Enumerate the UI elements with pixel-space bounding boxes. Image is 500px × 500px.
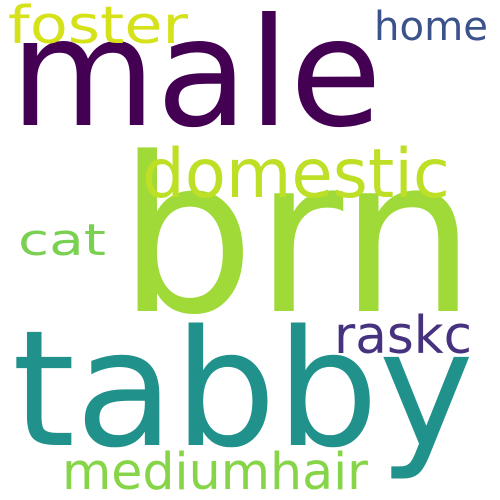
word-foster: foster — [8, 0, 188, 56]
word-raskc: raskc — [334, 305, 473, 366]
word-brn: brn — [118, 110, 476, 362]
word-cat: cat — [18, 215, 107, 266]
word-mediumhair: mediumhair — [62, 442, 368, 500]
word-male: male — [10, 0, 382, 161]
word-tabby: tabby — [12, 295, 474, 484]
word-domestic: domestic — [142, 135, 450, 214]
word-home: home — [374, 3, 488, 50]
